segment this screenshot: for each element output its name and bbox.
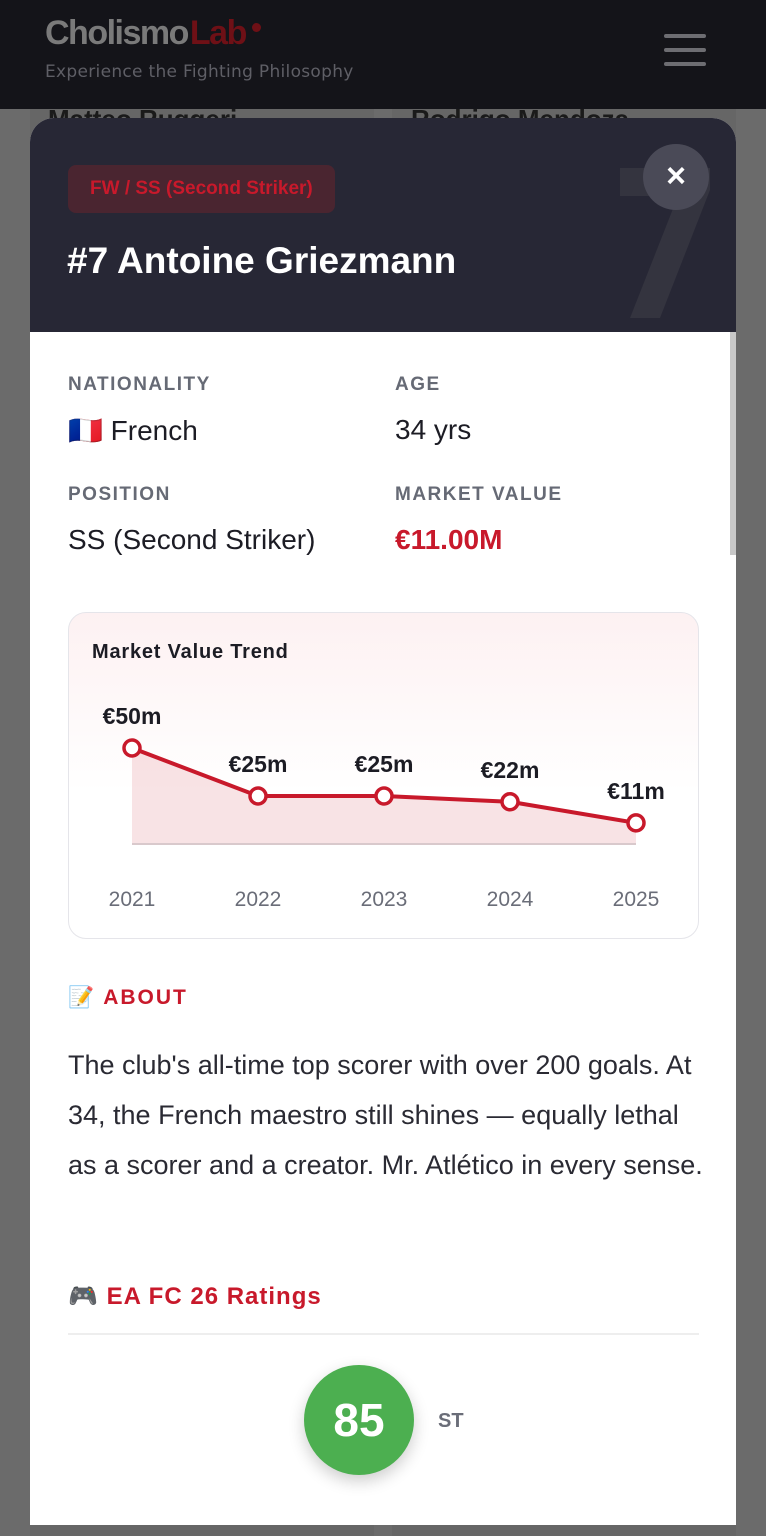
modal-header: FW / SS (Second Striker) #7 Antoine Grie…	[30, 118, 736, 332]
chart-data-label: €22m	[481, 757, 540, 783]
chart-x-tick: 2021	[109, 888, 156, 911]
scrollbar[interactable]	[730, 332, 736, 555]
chart-title: Market Value Trend	[92, 641, 289, 663]
market-value-chart: Market Value Trend €50m 2021 €25m 2022 €25m 2…	[68, 612, 699, 939]
position-value: SS (Second Striker)	[68, 524, 316, 555]
flag-icon: 🇫🇷	[68, 415, 103, 446]
logo-text: Cholismo	[45, 14, 189, 52]
player-modal: FW / SS (Second Striker) #7 Antoine Grie…	[30, 118, 736, 1525]
about-text: The club's all-time top scorer with over…	[68, 1050, 703, 1180]
chart-svg: €50m 2021 €25m 2022 €25m 2023 €22m 2024 €11m 2025	[103, 703, 665, 911]
rating-position: ST	[438, 1410, 464, 1432]
logo[interactable]: CholismoLab	[45, 14, 261, 53]
chart-data-label: €25m	[229, 751, 288, 777]
nationality-label: NATIONALITY	[68, 374, 211, 395]
top-bar: CholismoLab Experience the Fighting Phil…	[0, 0, 766, 109]
chart-x-tick: 2025	[613, 888, 660, 911]
close-button[interactable]: ×	[643, 144, 709, 210]
divider	[68, 1333, 699, 1335]
age-label: AGE	[395, 374, 441, 395]
age-value: 34 yrs	[395, 414, 472, 445]
chart-data-label: €11m	[607, 778, 665, 804]
market-value-label: MARKET VALUE	[395, 484, 563, 505]
position-badge: FW / SS (Second Striker)	[68, 165, 335, 213]
chart-point[interactable]	[248, 786, 268, 806]
overall-rating: 85	[304, 1365, 414, 1475]
chart-point[interactable]	[626, 813, 646, 833]
ratings-label: EA FC 26 Ratings	[106, 1283, 322, 1310]
logo-text-accent: Lab	[189, 14, 247, 52]
ratings-heading: 🎮 EA FC 26 Ratings	[68, 1282, 322, 1311]
chart-point[interactable]	[500, 792, 520, 812]
market-value: €11.00M	[395, 524, 503, 555]
about-label: ABOUT	[103, 986, 188, 1009]
about-heading: 📝 ABOUT	[68, 986, 188, 1010]
tagline: Experience the Fighting Philosophy	[45, 62, 354, 82]
hamburger-menu-icon[interactable]	[664, 34, 706, 66]
nationality-value: French	[110, 415, 198, 446]
chart-point[interactable]	[122, 738, 142, 758]
chart-x-tick: 2024	[487, 888, 534, 911]
player-title: #7 Antoine Griezmann	[67, 240, 457, 281]
chart-data-label: €25m	[355, 751, 414, 777]
chart-data-label: €50m	[103, 703, 162, 729]
chart-x-tick: 2022	[235, 888, 282, 911]
chart-x-tick: 2023	[361, 888, 408, 911]
gamepad-icon: 🎮	[68, 1283, 99, 1310]
logo-dot	[251, 22, 261, 32]
chart-point[interactable]	[374, 786, 394, 806]
memo-icon: 📝	[68, 986, 97, 1009]
position-label: POSITION	[68, 484, 171, 505]
